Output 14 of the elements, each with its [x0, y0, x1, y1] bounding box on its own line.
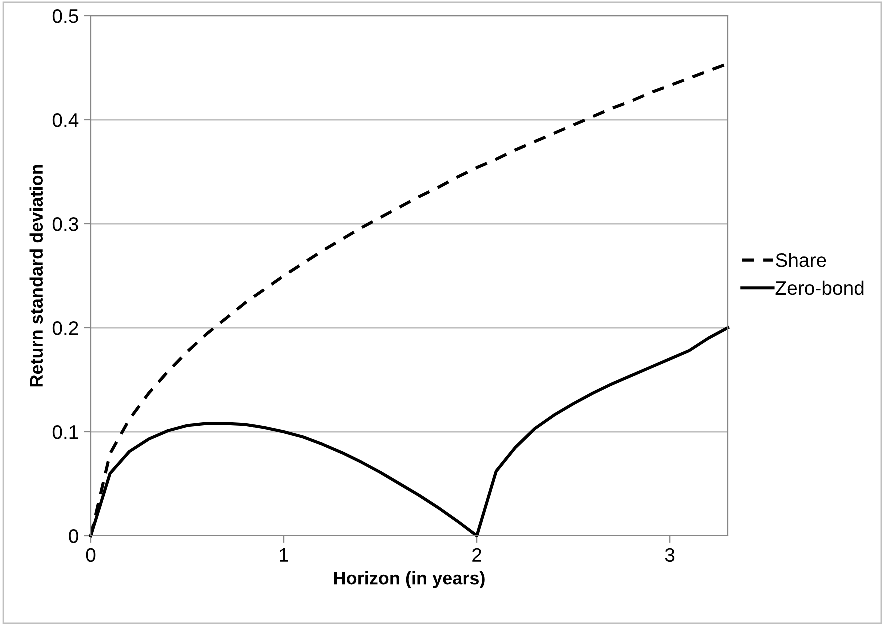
x-tick-label: 3: [665, 548, 675, 562]
x-tick-label: 1: [280, 548, 288, 562]
y-tick-label: 0.2: [52, 321, 78, 336]
y-tick-label: 0.5: [52, 9, 78, 24]
legend-label: Share: [776, 253, 826, 268]
y-tick-label: 0.4: [52, 113, 79, 128]
x-tick-label: 0: [86, 548, 96, 562]
x-tick-label: 2: [472, 548, 482, 562]
y-axis-title: Return standard deviation: [30, 165, 44, 387]
y-tick-label: 0.1: [52, 425, 78, 440]
x-axis-title: Horizon (in years): [334, 571, 485, 588]
legend-label: Zero-bond: [776, 280, 864, 296]
y-tick-label: 0.3: [52, 217, 78, 232]
y-tick-label: 0: [69, 529, 78, 544]
